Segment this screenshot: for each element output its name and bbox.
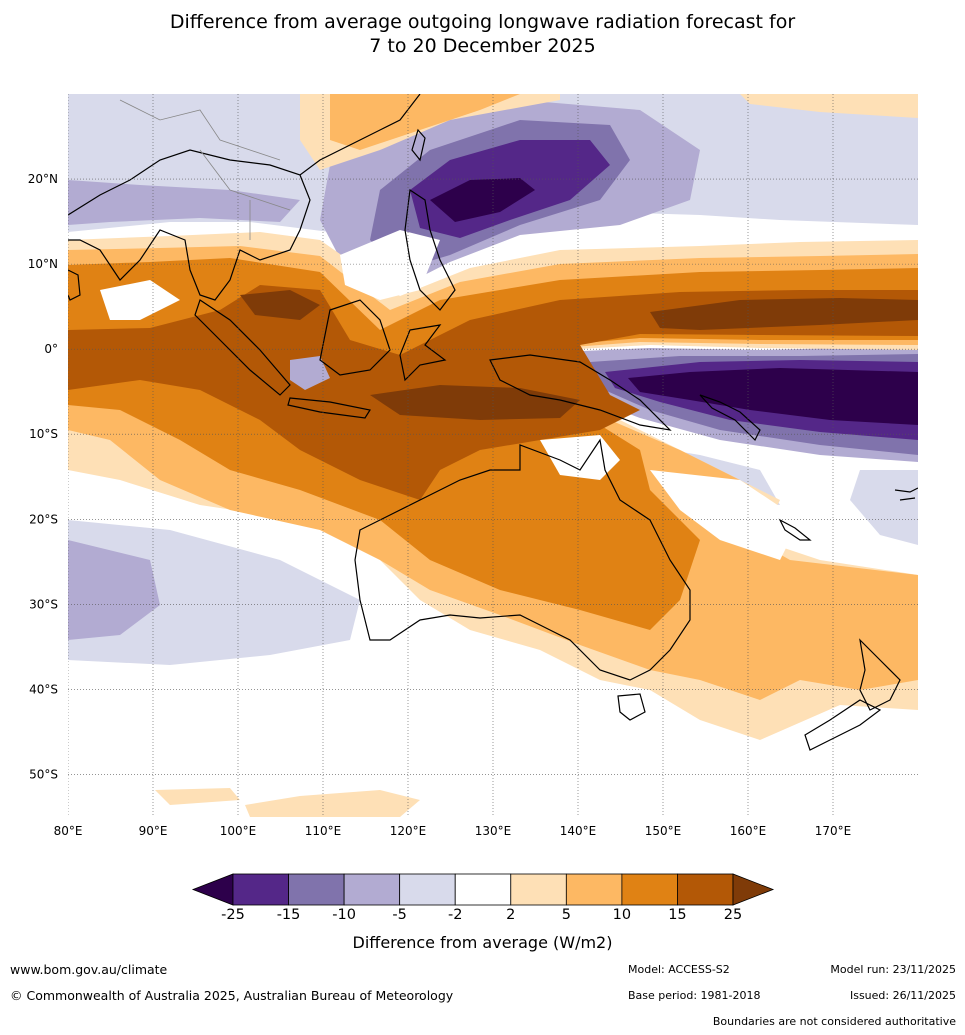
colorbar-tick-label: 25 — [723, 907, 743, 923]
colorbar-extend-min — [191, 873, 234, 906]
neg-anomaly-west-ocean — [68, 520, 360, 665]
sri-lanka-coastline — [68, 269, 81, 301]
australia-coastline — [354, 438, 691, 681]
taiwan-coastline — [411, 128, 426, 162]
colorbar-tick-label: -5 — [392, 907, 407, 923]
colorbar-swatch — [677, 873, 734, 906]
neg-anomaly-west-ocean-inner — [68, 540, 160, 640]
near-normal-java-sea — [290, 356, 330, 390]
neg-anomaly-sw-pacific — [850, 470, 918, 545]
boundaries-disclaimer: Boundaries are not considered authoritat… — [712, 1015, 956, 1028]
pos-anomaly-southern-ocean-bits — [155, 788, 420, 817]
colorbar-swatch — [232, 873, 289, 906]
fiji-coastline — [894, 487, 918, 501]
pos-anomaly-northwest-pacific-mid — [330, 94, 520, 150]
colorbar-tick-label: -2 — [447, 907, 463, 923]
lat-tick-label: 0° — [44, 342, 58, 356]
colorbar-swatch — [399, 873, 456, 906]
coastlines — [68, 94, 918, 751]
lon-tick-labels: 80°E 90°E 100°E 110°E 120°E 130°E 140°E 150°E 16… — [54, 824, 852, 838]
colorbar-title: Difference from average (W/m2) — [352, 933, 613, 952]
chart-title-line2: 7 to 20 December 2025 — [369, 35, 596, 57]
colorbar — [191, 873, 775, 906]
base-period: Base period: 1981-2018 — [628, 989, 761, 1002]
borneo-coastline — [319, 299, 391, 376]
country-borders — [119, 99, 291, 240]
lon-tick-label: 90°E — [139, 824, 168, 838]
near-normal-west-pacific — [340, 230, 440, 300]
colorbar-tick-label: -25 — [221, 907, 245, 923]
copyright-text: © Commonwealth of Australia 2025, Austra… — [10, 988, 454, 1003]
website-link[interactable]: www.bom.gov.au/climate — [10, 962, 168, 977]
lon-tick-label: 150°E — [645, 824, 682, 838]
chart-title: Difference from average outgoing longwav… — [0, 10, 965, 58]
colorbar-swatch — [510, 873, 567, 906]
near-normal-indian-ocean — [100, 280, 180, 320]
colorbar-tick-label: -10 — [332, 907, 356, 923]
colorbar-tick-label: 2 — [506, 907, 516, 923]
lat-tick-label: 40°S — [29, 682, 58, 696]
lon-tick-label: 80°E — [54, 824, 83, 838]
model-name: Model: ACCESS-S2 — [628, 963, 730, 976]
map-panel[interactable] — [68, 94, 918, 817]
sumatra-coastline — [194, 299, 291, 396]
colorbar-swatch — [288, 873, 345, 906]
java-coastline — [287, 397, 371, 419]
sulawesi-coastline — [399, 324, 447, 382]
issued-date: Issued: 26/11/2025 — [849, 989, 956, 1002]
philippines-coastline — [404, 188, 456, 311]
lon-tick-label: 140°E — [560, 824, 597, 838]
colorbar-tick-label: 5 — [561, 907, 571, 923]
mainland-asia-coastline — [68, 94, 421, 301]
lon-tick-label: 170°E — [815, 824, 852, 838]
colorbar-swatch — [343, 873, 401, 906]
pos-anomaly-northeast-pacific — [740, 94, 918, 118]
model-run-date: Model run: 23/11/2025 — [830, 963, 956, 976]
colorbar-tick-label: 15 — [668, 907, 687, 923]
colorbar-swatch — [621, 873, 678, 906]
lon-tick-label: 100°E — [220, 824, 257, 838]
lat-tick-label: 10°S — [29, 427, 58, 441]
lon-tick-label: 130°E — [475, 824, 512, 838]
new-caledonia-coastline — [778, 518, 812, 541]
lon-tick-label: 120°E — [390, 824, 427, 838]
lat-tick-labels: 20°N 10°N 0° 10°S 20°S 30°S 40°S 50°S — [28, 172, 58, 781]
colorbar-tick-label: 10 — [612, 907, 632, 923]
tasmania-coastline — [617, 693, 646, 721]
colorbar-extend-max — [732, 873, 775, 906]
pos-anomaly-core-west — [240, 290, 320, 320]
gridlines — [68, 94, 918, 817]
neg-anomaly-equatorial-pacific-core — [628, 368, 918, 425]
solomon-islands-coastline — [699, 394, 761, 442]
lon-tick-label: 160°E — [730, 824, 767, 838]
neg-anomaly-indochina — [68, 180, 300, 225]
lon-tick-label: 110°E — [305, 824, 342, 838]
lat-tick-label: 30°S — [29, 597, 58, 611]
new-zealand-south-coastline — [804, 699, 882, 751]
colorbar-swatch — [454, 873, 512, 906]
lat-tick-label: 20°N — [28, 172, 58, 186]
neg-anomaly-philippine-sea-core — [430, 178, 535, 222]
near-normal-coral-sea — [540, 435, 620, 480]
lat-tick-label: 20°S — [29, 512, 58, 526]
near-normal-tasman — [650, 470, 800, 560]
colorbar-tick-label: -15 — [276, 907, 301, 923]
pos-anomaly-core-pacific — [650, 298, 918, 330]
new-zealand-north-coastline — [859, 638, 901, 711]
chart-title-line1: Difference from average outgoing longwav… — [169, 11, 796, 33]
colorbar-swatch — [565, 873, 623, 906]
new-guinea-coastline — [489, 354, 672, 431]
lat-tick-label: 50°S — [29, 767, 58, 781]
lat-tick-label: 10°N — [28, 257, 58, 271]
